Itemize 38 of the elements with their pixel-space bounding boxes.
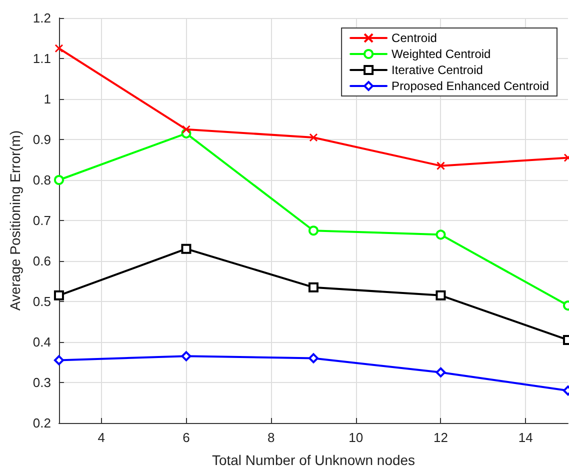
y-tick-label: 0.7 bbox=[32, 213, 51, 228]
point bbox=[436, 290, 446, 300]
point bbox=[54, 175, 64, 185]
y-tick-label: 0.9 bbox=[32, 132, 51, 147]
x-axis-title: Total Number of Unknown nodes bbox=[212, 452, 416, 468]
legend-label: Iterative Centroid bbox=[392, 63, 483, 77]
y-tick-label: 0.2 bbox=[32, 416, 51, 430]
legend-label: Weighted Centroid bbox=[392, 47, 491, 61]
y-tick-label: 1.2 bbox=[32, 10, 51, 26]
point bbox=[436, 162, 445, 170]
point bbox=[54, 290, 64, 300]
y-tick-label: 1.1 bbox=[32, 51, 51, 66]
point bbox=[182, 125, 190, 134]
y-tick-label: 0.4 bbox=[32, 334, 51, 350]
x-tick-label: 4 bbox=[98, 430, 106, 445]
point bbox=[54, 355, 64, 366]
x-tick-label: 10 bbox=[348, 430, 364, 445]
x-tick-label: 8 bbox=[267, 430, 275, 445]
x-tick-label: 6 bbox=[182, 430, 190, 445]
x-tick-label: 14 bbox=[518, 430, 533, 445]
point bbox=[54, 44, 64, 53]
y-tick-label: 0.8 bbox=[32, 172, 51, 188]
legend-label: Proposed Enhanced Centroid bbox=[392, 79, 550, 93]
y-tick-label: 1 bbox=[44, 92, 51, 106]
y-tick-label: 0.5 bbox=[32, 294, 51, 309]
y-tick-label: 0.3 bbox=[32, 375, 51, 390]
point bbox=[308, 282, 318, 292]
point bbox=[436, 367, 446, 378]
y-tick-label: 0.6 bbox=[32, 254, 51, 268]
legend-label: Centroid bbox=[392, 31, 437, 45]
point bbox=[181, 351, 192, 362]
point bbox=[308, 353, 318, 364]
point bbox=[309, 133, 318, 142]
point bbox=[181, 244, 192, 254]
y-axis-title: Average Positioning Error(m) bbox=[7, 130, 23, 311]
point bbox=[308, 226, 318, 236]
x-tick-label: 12 bbox=[434, 430, 448, 445]
point bbox=[436, 230, 446, 240]
